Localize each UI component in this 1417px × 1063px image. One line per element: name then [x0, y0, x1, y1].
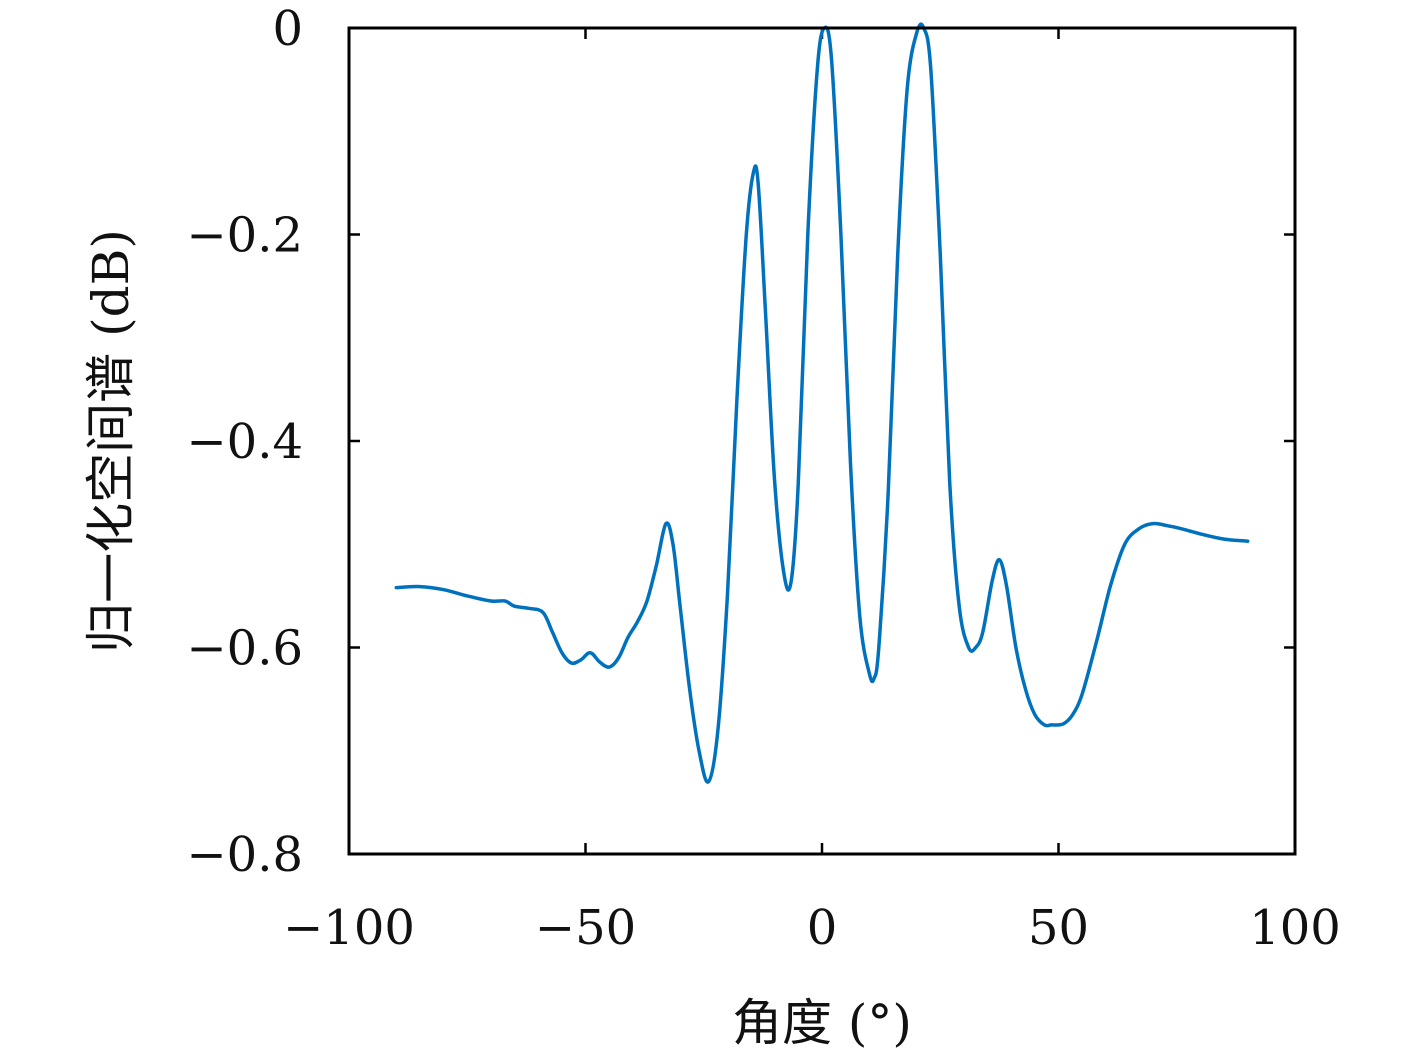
x-axis-label: 角度 (°): [732, 994, 912, 1052]
y-tick-label: −0.4: [186, 414, 303, 470]
tick-labels: −100 −50 0 50 100 0 −0.2 −0.4 −0.6 −0.8: [186, 1, 1340, 956]
x-tick-label: −50: [535, 900, 636, 956]
y-tick-label: −0.8: [186, 827, 303, 883]
plot-frame: [347, 26, 1297, 856]
x-tick-label: 50: [1028, 900, 1089, 956]
series-line: [394, 22, 1250, 784]
x-tick-label: 0: [807, 900, 838, 956]
x-tick-label: 100: [1249, 900, 1341, 956]
y-tick-label: 0: [272, 1, 303, 57]
y-axis-label: 归一化空间谱 (dB): [82, 229, 140, 653]
x-tick-label: −100: [283, 900, 415, 956]
plot-area: [349, 28, 1295, 854]
y-tick-label: −0.6: [186, 621, 303, 677]
y-tick-label: −0.2: [186, 208, 303, 264]
